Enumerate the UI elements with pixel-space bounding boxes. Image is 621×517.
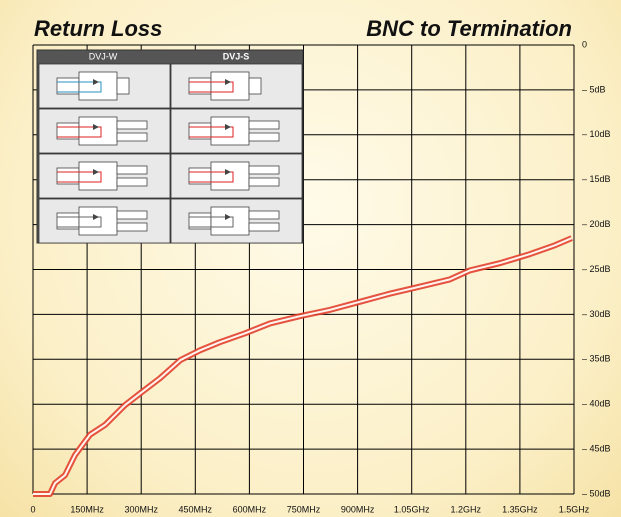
inset-legend: DVJ-W DVJ-S [37, 50, 303, 243]
connector-icon [211, 117, 249, 145]
connector-icon [79, 117, 117, 145]
y-tick-label: – 15dB [582, 174, 611, 184]
connector-icon [249, 178, 279, 186]
connector-icon [79, 72, 117, 100]
chart-subtitle: BNC to Termination [366, 16, 572, 41]
connector-icon [117, 211, 147, 219]
y-tick-label: – 45dB [582, 443, 611, 453]
x-tick-label: 750MHz [287, 504, 321, 514]
connector-icon [249, 78, 261, 94]
chart: Return Loss BNC to Termination 0 – 5dB – 1… [0, 0, 621, 517]
y-tick-label: – 30dB [582, 309, 611, 319]
connector-icon [211, 72, 249, 100]
chart-title: Return Loss [34, 16, 162, 41]
y-tick-label: – 20dB [582, 219, 611, 229]
inset-header: DVJ-S [223, 51, 250, 61]
connector-icon [117, 78, 129, 94]
connector-icon [211, 162, 249, 190]
connector-icon [79, 162, 117, 190]
y-tick-label: – 40dB [582, 399, 611, 409]
inset-header: DVJ-W [89, 51, 118, 61]
x-tick-label: 450MHz [179, 504, 213, 514]
y-tick-label: – 35dB [582, 354, 611, 364]
x-tick-label: 150MHz [70, 504, 104, 514]
connector-icon [117, 121, 147, 129]
y-tick-label: – 5dB [582, 84, 606, 94]
connector-icon [117, 166, 147, 174]
connector-icon [117, 223, 147, 231]
plot [33, 238, 572, 494]
connector-icon [249, 133, 279, 141]
y-tick-label: – 25dB [582, 264, 611, 274]
x-tick-label: 900MHz [341, 504, 375, 514]
x-tick-label: 600MHz [233, 504, 267, 514]
x-tick-label: 1.05GHz [394, 504, 430, 514]
connector-icon [249, 223, 279, 231]
connector-icon [249, 211, 279, 219]
x-tick-label: 1.35GHz [502, 504, 538, 514]
x-tick-label: 1.2GHz [451, 504, 482, 514]
connector-icon [249, 121, 279, 129]
connector-icon [79, 207, 117, 235]
connector-icon [117, 133, 147, 141]
x-tick-label: 0 [30, 504, 35, 514]
x-tick-label: 300MHz [124, 504, 158, 514]
data-line-core [33, 238, 572, 494]
y-tick-label: – 10dB [582, 129, 611, 139]
y-tick-label: – 50dB [582, 488, 611, 498]
connector-icon [211, 207, 249, 235]
data-line [33, 238, 572, 494]
y-tick-label: 0 [582, 39, 587, 49]
x-tick-label: 1.5GHz [559, 504, 590, 514]
connector-icon [249, 166, 279, 174]
connector-icon [117, 178, 147, 186]
